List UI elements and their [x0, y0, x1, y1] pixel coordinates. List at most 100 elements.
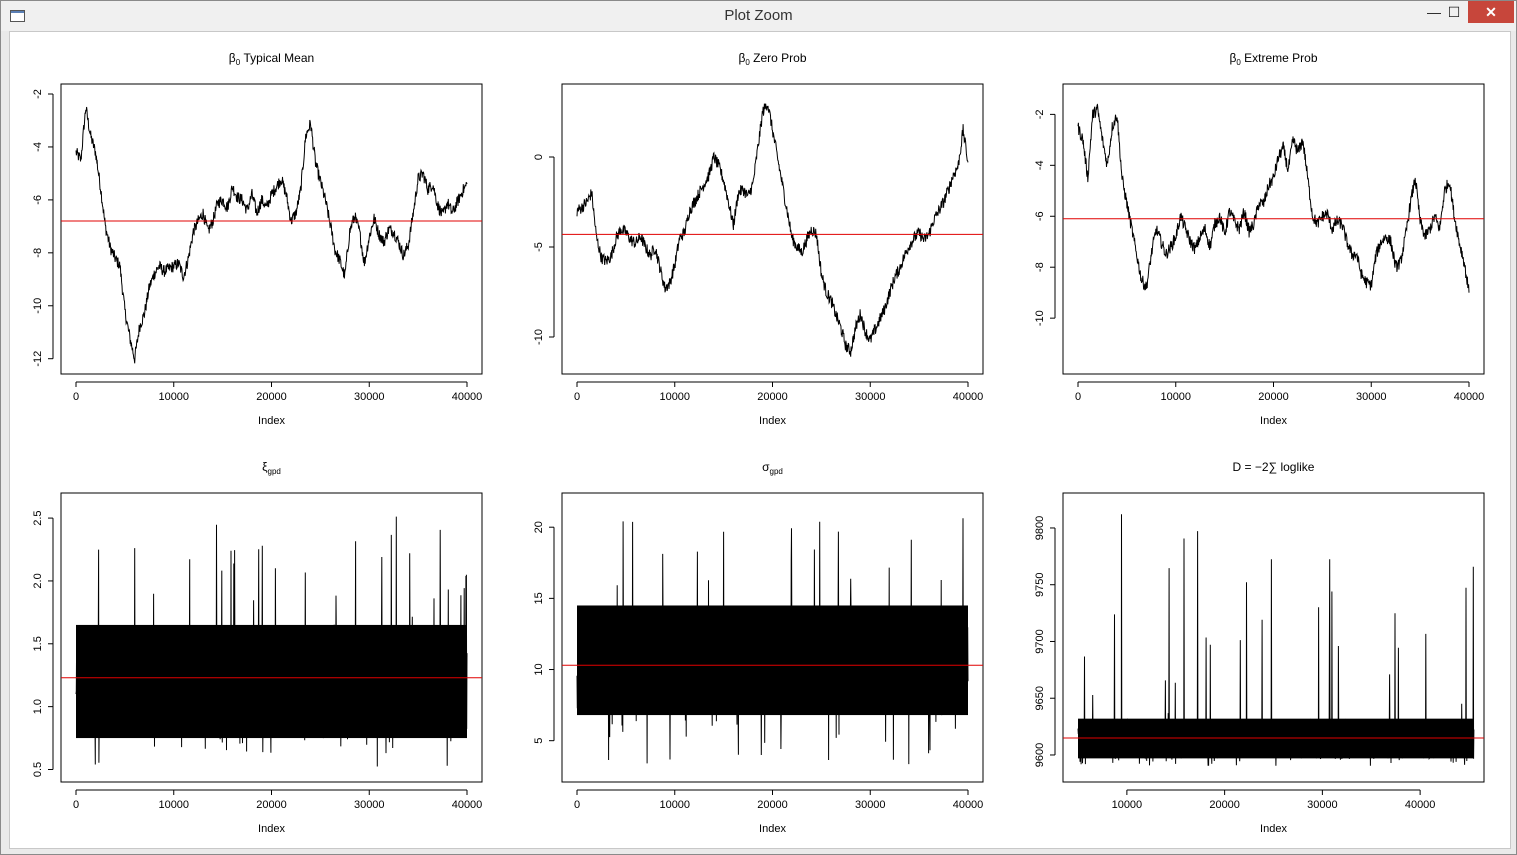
trace-line [1077, 514, 1475, 766]
x-tick-label: 30000 [855, 799, 886, 811]
trace-line [576, 518, 969, 765]
title-subscript: 0 [745, 58, 750, 67]
x-tick-label: 40000 [452, 391, 483, 403]
trace-line [576, 103, 969, 357]
y-tick-label: 2.0 [32, 573, 44, 588]
title-subscript: 0 [1236, 58, 1241, 67]
x-tick-label: 0 [1075, 391, 1081, 403]
x-tick-label: 20000 [256, 391, 287, 403]
y-tick-label: 1.0 [32, 699, 44, 714]
y-tick-label: 0.5 [32, 762, 44, 777]
y-tick-label: 20 [533, 521, 545, 533]
panel-6: D = −2∑ loglike 10000 20000 30000 40000 Index… [1034, 460, 1485, 835]
x-tick-label: 30000 [1307, 799, 1338, 811]
panel-title: ξgpd [262, 460, 281, 476]
y-tick-label: -10 [32, 298, 44, 314]
y-tick-label: -4 [1034, 160, 1046, 170]
y-tick-label: 9750 [1034, 572, 1046, 596]
title-symbol: σ [762, 460, 770, 474]
x-axis-label: Index [258, 415, 285, 427]
y-tick-label: 2.5 [32, 510, 44, 525]
x-tick-label: 0 [73, 799, 79, 811]
title-symbol: β [229, 51, 236, 65]
x-tick-label: 10000 [158, 799, 189, 811]
title-bar[interactable]: Plot Zoom — ☐ ✕ [1, 1, 1516, 31]
x-tick-label: 40000 [953, 391, 984, 403]
trace-line [75, 516, 468, 767]
x-tick-label: 40000 [1405, 799, 1436, 811]
y-tick-label: 15 [533, 592, 545, 604]
x-tick-label: 10000 [158, 391, 189, 403]
plot-frame [561, 492, 984, 783]
x-tick-label: 10000 [659, 391, 690, 403]
plot-frame [60, 492, 483, 783]
x-tick-label: 20000 [256, 799, 287, 811]
panel-4: ξgpd 0 10000 20000 30000 40000 Index 0.5 1.0 1.5 2… [32, 460, 483, 835]
y-tick-label: 9650 [1034, 686, 1046, 710]
trace-line [75, 106, 468, 364]
x-tick-label: 0 [574, 799, 580, 811]
title-subscript: gpd [770, 467, 783, 476]
plot-frame [561, 83, 984, 375]
y-tick-label: -6 [32, 195, 44, 205]
title-text: Zero Prob [750, 51, 807, 65]
plot-frame [1062, 492, 1485, 783]
x-axis-label: Index [759, 415, 786, 427]
panel-title: σgpd [762, 460, 783, 476]
x-axis-label: Index [258, 823, 285, 835]
x-tick-label: 30000 [354, 799, 385, 811]
x-tick-label: 10000 [659, 799, 690, 811]
y-tick-label: -2 [32, 89, 44, 99]
x-tick-label: 40000 [452, 799, 483, 811]
x-tick-label: 0 [574, 391, 580, 403]
y-tick-label: -5 [533, 242, 545, 252]
x-axis-label: Index [1260, 823, 1287, 835]
title-text: Extreme Prob [1241, 51, 1318, 65]
title-symbol: ξ [262, 460, 268, 474]
trace-line [1077, 103, 1470, 293]
plot-canvas: β0 Typical Mean 0 10000 20000 30000 40000 Inde… [9, 31, 1511, 849]
x-tick-label: 20000 [757, 391, 788, 403]
y-tick-label: -4 [32, 142, 44, 152]
x-tick-label: 30000 [1356, 391, 1387, 403]
panel-title: β0 Extreme Prob [1229, 51, 1317, 67]
title-subscript: gpd [268, 467, 281, 476]
title-symbol: β [1229, 51, 1236, 65]
y-tick-label: -10 [533, 329, 545, 345]
x-tick-label: 30000 [855, 391, 886, 403]
x-tick-label: 30000 [354, 391, 385, 403]
x-axis-label: Index [759, 823, 786, 835]
x-tick-label: 20000 [1258, 391, 1289, 403]
y-tick-label: -10 [1034, 310, 1046, 326]
minimize-button[interactable]: — [1427, 4, 1441, 20]
y-tick-label: 9600 [1034, 743, 1046, 767]
x-tick-label: 10000 [1112, 799, 1143, 811]
x-tick-label: 40000 [953, 799, 984, 811]
close-button[interactable]: ✕ [1468, 1, 1514, 23]
window-title: Plot Zoom [724, 7, 793, 24]
x-tick-label: 10000 [1160, 391, 1191, 403]
x-tick-label: 0 [73, 391, 79, 403]
x-tick-label: 20000 [757, 799, 788, 811]
y-tick-label: 0 [533, 154, 545, 160]
y-tick-label: 9800 [1034, 516, 1046, 540]
y-tick-label: -12 [32, 351, 44, 367]
plot-frame [1062, 83, 1485, 375]
x-tick-label: 20000 [1209, 799, 1240, 811]
panel-5: σgpd 0 10000 20000 30000 40000 Index 5 10 15 20 [533, 460, 984, 835]
title-subscript: 0 [236, 58, 241, 67]
title-text: Typical Mean [240, 51, 314, 65]
maximize-button[interactable]: ☐ [1447, 4, 1461, 20]
y-tick-label: -8 [32, 248, 44, 258]
y-tick-label: 9700 [1034, 629, 1046, 653]
x-axis-label: Index [1260, 415, 1287, 427]
y-tick-label: -6 [1034, 211, 1046, 221]
title-symbol: β [738, 51, 745, 65]
app-icon [10, 10, 25, 22]
y-tick-label: 10 [533, 663, 545, 675]
